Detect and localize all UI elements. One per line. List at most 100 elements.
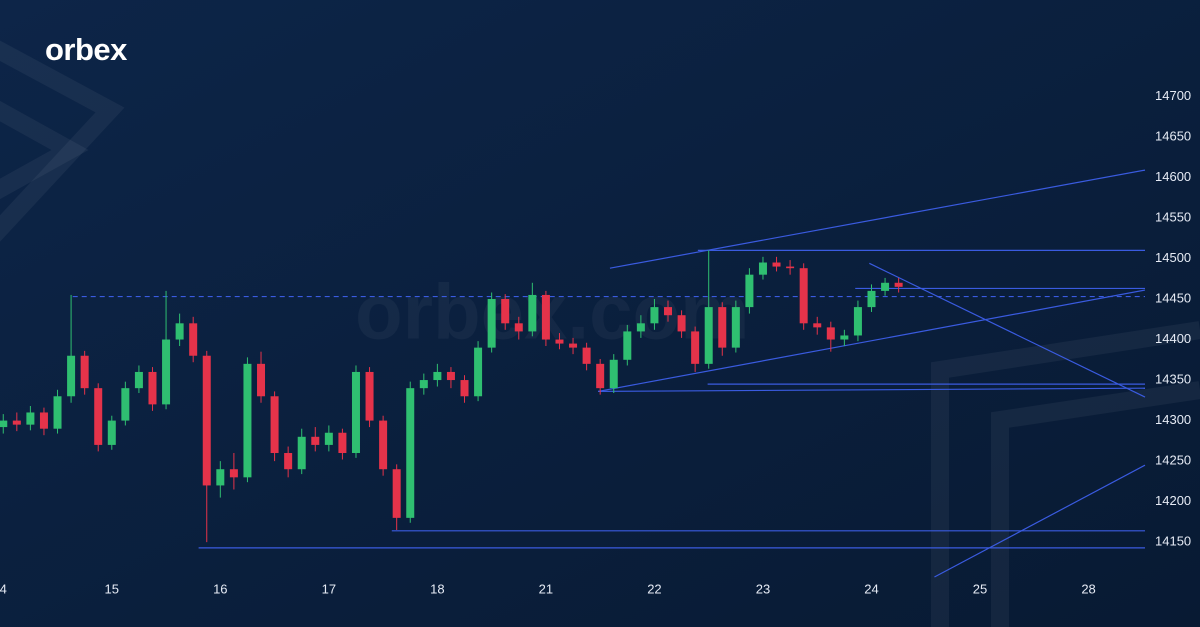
candle: [555, 333, 564, 350]
candle: [786, 260, 795, 275]
candle: [365, 367, 374, 428]
candle: [650, 298, 659, 330]
y-tick-label: 14200: [1155, 493, 1191, 508]
candle: [351, 365, 360, 458]
candle-body: [569, 343, 578, 348]
candle-body: [419, 380, 428, 389]
candle: [134, 365, 143, 394]
candle-body: [338, 432, 347, 454]
x-tick-label: 23: [756, 581, 770, 596]
candle-body: [541, 294, 550, 340]
decoration: [0, 40, 1200, 627]
candle-body: [351, 371, 360, 454]
candle-body: [216, 469, 225, 486]
candle: [772, 256, 781, 272]
candle-body: [650, 307, 659, 324]
y-tick-label: 14650: [1155, 128, 1191, 143]
candle-body: [94, 388, 103, 445]
candle-body: [718, 307, 727, 348]
candle-body: [175, 323, 184, 340]
candle: [216, 461, 225, 498]
candle: [392, 464, 401, 531]
candle-body: [297, 436, 306, 470]
candle: [840, 329, 849, 347]
candle: [284, 446, 293, 478]
candle-body: [636, 323, 645, 332]
candle: [270, 391, 279, 462]
trend-line: [609, 169, 1146, 269]
candle-body: [324, 432, 333, 445]
candle: [487, 292, 496, 353]
candle: [758, 256, 767, 280]
y-tick-label: 14350: [1155, 371, 1191, 386]
candle-body: [229, 469, 238, 478]
x-tick-label: 15: [105, 581, 119, 596]
candle-body: [202, 355, 211, 486]
candle-body: [311, 436, 320, 445]
y-tick-label: 14700: [1155, 88, 1191, 103]
candle-body: [609, 359, 618, 389]
y-tick-label: 14550: [1155, 209, 1191, 224]
candle-body: [392, 469, 401, 518]
candle: [609, 354, 618, 394]
candle-body: [243, 363, 252, 478]
candle: [799, 263, 808, 330]
candle: [39, 407, 48, 436]
candle: [243, 357, 252, 483]
y-tick-label: 14400: [1155, 331, 1191, 346]
candle-body: [664, 307, 673, 316]
candle-body: [704, 307, 713, 364]
candle: [257, 351, 266, 403]
candle-body: [772, 262, 781, 267]
candle: [677, 310, 686, 338]
trend-line: [598, 387, 1146, 393]
logo: orbex: [45, 32, 128, 67]
candle-body: [107, 420, 116, 445]
x-tick-label: 16: [213, 581, 227, 596]
y-tick-label: 14600: [1155, 169, 1191, 184]
candle-body: [867, 290, 876, 308]
y-tick-label: 14300: [1155, 412, 1191, 427]
x-tick-label: 22: [647, 581, 661, 596]
candle: [311, 427, 320, 452]
candle: [148, 367, 157, 411]
candle-body: [406, 388, 415, 518]
candle: [731, 300, 740, 353]
x-tick-label: 25: [973, 581, 987, 596]
candle: [474, 341, 483, 402]
candle: [596, 358, 605, 395]
candle-body: [677, 315, 686, 332]
candle: [881, 277, 890, 296]
candle-body: [67, 355, 76, 397]
candle-body: [840, 335, 849, 340]
candle-body: [379, 420, 388, 470]
candle: [623, 324, 632, 366]
candle-body: [487, 298, 496, 348]
candle: [704, 250, 713, 369]
candle-body: [365, 371, 374, 421]
candle: [324, 425, 333, 452]
candle: [53, 389, 62, 434]
candle-body: [148, 371, 157, 405]
candle: [419, 373, 428, 395]
candle: [582, 342, 591, 371]
y-tick-label: 14500: [1155, 250, 1191, 265]
candle: [718, 302, 727, 356]
x-tick-label: 21: [539, 581, 553, 596]
candle: [121, 381, 130, 426]
candle-body: [53, 396, 62, 429]
candle-body: [284, 453, 293, 470]
candle-body: [26, 412, 35, 425]
candle-body: [0, 420, 8, 428]
candle-body: [691, 331, 700, 364]
watermark: orbex.com: [355, 268, 749, 356]
y-tick-label: 14450: [1155, 290, 1191, 305]
candle: [297, 428, 306, 475]
candle-body: [162, 339, 171, 405]
candle: [0, 414, 8, 434]
candle: [664, 300, 673, 322]
candle-body: [596, 363, 605, 389]
candle: [745, 268, 754, 314]
